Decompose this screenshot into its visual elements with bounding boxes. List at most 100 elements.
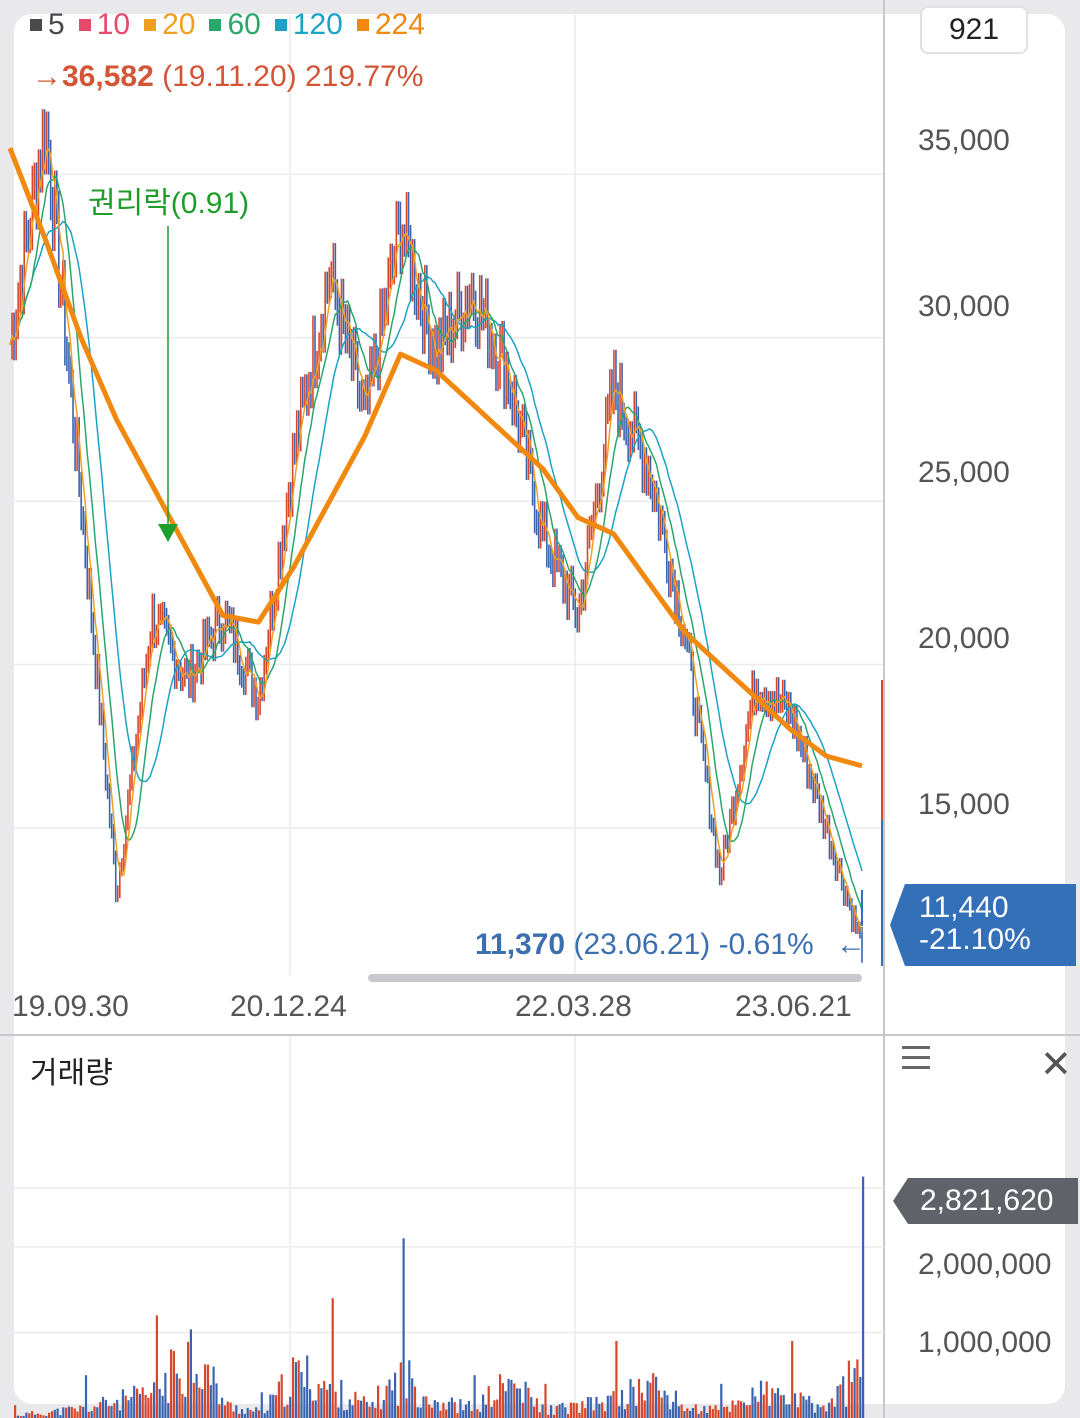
ma-60-line xyxy=(9,174,863,911)
volume-bar xyxy=(184,1396,187,1418)
volume-bar xyxy=(748,1405,751,1418)
volume-bar xyxy=(862,1176,865,1418)
volume-bar xyxy=(450,1397,453,1418)
volume-bar xyxy=(745,1405,748,1418)
volume-bar xyxy=(391,1390,394,1418)
legend-item[interactable]: 5 xyxy=(30,8,65,42)
rights-event-label: 권리락(0.91) xyxy=(88,187,250,220)
volume-bar xyxy=(348,1399,351,1418)
volume-bar xyxy=(289,1396,292,1418)
volume-bar xyxy=(663,1390,666,1418)
volume-bar xyxy=(331,1298,334,1418)
volume-bar xyxy=(717,1410,720,1418)
volume-bar xyxy=(828,1402,831,1418)
legend-item[interactable]: 20 xyxy=(144,8,195,42)
volume-bar xyxy=(283,1406,286,1418)
current-change: -21.10% xyxy=(919,923,1031,956)
volume-bar xyxy=(453,1402,456,1418)
volume-bar xyxy=(70,1407,73,1418)
volume-bar xyxy=(314,1400,317,1418)
candle-count-box[interactable]: 921 xyxy=(920,6,1028,54)
volume-bar xyxy=(776,1388,780,1418)
volume-bar xyxy=(25,1412,28,1418)
volume-bar xyxy=(819,1407,822,1418)
volume-bar xyxy=(802,1396,805,1418)
volume-bar xyxy=(382,1400,385,1418)
volume-bar xyxy=(808,1395,811,1418)
legend-item[interactable]: 224 xyxy=(356,8,425,42)
volume-bar xyxy=(501,1383,504,1418)
volume-bar xyxy=(445,1409,448,1418)
volume-bar xyxy=(785,1404,788,1418)
volume-bar xyxy=(269,1394,272,1418)
current-price: 11,440 xyxy=(919,891,1009,924)
volume-bar xyxy=(198,1387,201,1418)
volume-bar xyxy=(167,1403,170,1418)
volume-bar xyxy=(569,1402,573,1418)
legend-label: 5 xyxy=(48,8,65,41)
volume-bar xyxy=(595,1396,598,1418)
volume-bar xyxy=(799,1392,802,1418)
volume-bar xyxy=(541,1404,544,1418)
volume-bar xyxy=(728,1411,731,1418)
ma-legend[interactable]: 5 10 20 60 120 224 xyxy=(30,8,425,42)
volume-bar xyxy=(56,1408,59,1418)
volume-bar xyxy=(850,1382,853,1418)
volume-bar xyxy=(533,1406,536,1418)
volume-bar xyxy=(714,1405,717,1418)
close-icon[interactable]: ✕ xyxy=(1040,1044,1072,1086)
volume-bar xyxy=(360,1400,363,1418)
volume-bar xyxy=(374,1407,377,1418)
volume-bar xyxy=(643,1400,646,1418)
volume-bar xyxy=(694,1404,697,1418)
volume-bar xyxy=(164,1372,167,1418)
last-price: 11,370 xyxy=(475,928,566,961)
volume-bar xyxy=(277,1381,280,1418)
legend-label: 20 xyxy=(162,8,196,41)
volume-bar xyxy=(493,1400,496,1418)
legend-item[interactable]: 60 xyxy=(209,8,261,42)
volume-bar xyxy=(657,1390,660,1418)
legend-item[interactable]: 120 xyxy=(274,8,343,42)
volume-bar xyxy=(686,1408,689,1418)
volume-bar xyxy=(294,1362,297,1418)
volume-bar xyxy=(518,1388,521,1418)
volume-bar xyxy=(206,1364,210,1418)
volume-bar xyxy=(490,1407,493,1418)
legend-item[interactable]: 10 xyxy=(78,8,130,42)
legend-label: 224 xyxy=(374,8,425,41)
volume-bar xyxy=(300,1372,303,1418)
volume-bar xyxy=(396,1405,400,1418)
volume-bar xyxy=(306,1355,309,1418)
volume-bar xyxy=(175,1373,178,1418)
menu-icon[interactable] xyxy=(902,1046,930,1070)
volume-bar xyxy=(246,1407,249,1418)
volume-bar xyxy=(272,1394,275,1418)
volume-bar xyxy=(33,1414,37,1418)
volume-bar xyxy=(527,1387,530,1418)
volume-bar xyxy=(456,1413,459,1418)
volume-bar xyxy=(535,1398,538,1418)
volume-bar xyxy=(609,1395,612,1418)
volume-bar xyxy=(425,1396,428,1418)
legend-swatch xyxy=(78,19,91,31)
volume-bar xyxy=(697,1413,700,1418)
volume-bar xyxy=(723,1406,726,1418)
volume-bar xyxy=(825,1411,828,1418)
volume-bar xyxy=(672,1401,675,1418)
volume-bar xyxy=(42,1415,45,1418)
volume-bar xyxy=(22,1415,25,1418)
volume-bar xyxy=(147,1397,150,1418)
volume-bar xyxy=(558,1404,561,1418)
volume-bar xyxy=(229,1402,232,1418)
volume-bar xyxy=(334,1391,337,1418)
volume-bar xyxy=(130,1396,133,1418)
volume-bar xyxy=(674,1390,677,1418)
volume-bar xyxy=(240,1409,244,1418)
volume-bar xyxy=(836,1386,839,1418)
volume-bar xyxy=(121,1389,124,1418)
volume-bar xyxy=(59,1415,62,1418)
volume-bar xyxy=(742,1402,746,1418)
volume-bar xyxy=(311,1400,314,1418)
